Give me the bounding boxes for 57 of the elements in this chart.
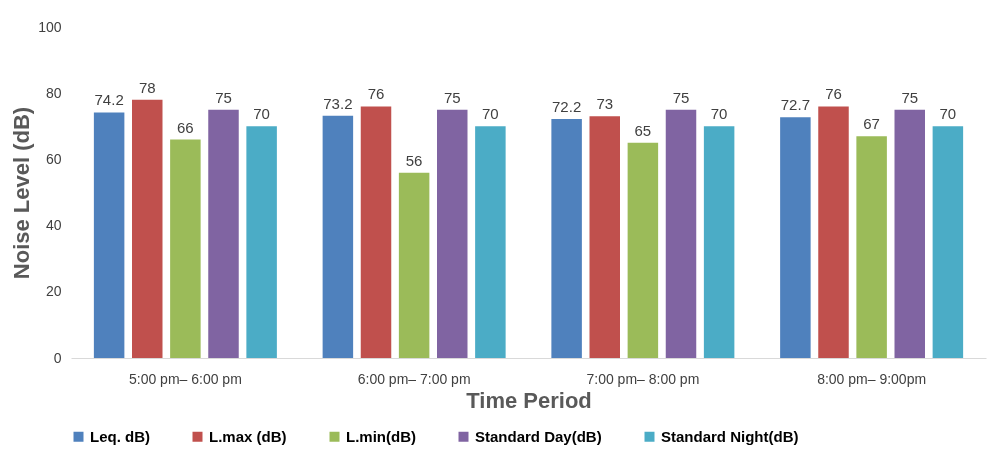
y-axis-title: Noise Level (dB) [9, 106, 35, 280]
y-tick-label: 0 [53, 349, 62, 366]
y-tick-label: 100 [38, 18, 62, 35]
data-label: 66 [177, 118, 194, 136]
bar [475, 126, 506, 358]
bar [856, 136, 887, 358]
bar [703, 126, 735, 358]
legend-label: Leq. dB) [90, 427, 150, 445]
data-label: 73.2 [323, 94, 353, 112]
data-label: 72.2 [552, 98, 582, 116]
bar [360, 106, 392, 358]
bar [437, 109, 468, 358]
y-tick-label: 20 [45, 283, 62, 300]
data-label: 56 [405, 151, 423, 169]
bar [627, 142, 659, 358]
y-tick-label: 80 [45, 84, 62, 101]
data-label: 65 [634, 121, 652, 139]
x-tick-label: 8:00 pm– 9:00pm [817, 370, 927, 387]
bar [894, 109, 925, 358]
legend-label: Standard Night(dB) [661, 427, 799, 445]
y-tick-label: 40 [45, 217, 62, 234]
data-label: 73 [596, 95, 614, 113]
bar [665, 109, 697, 358]
data-label: 76 [825, 85, 842, 103]
bar [132, 99, 163, 358]
data-label: 75 [215, 88, 232, 106]
data-label: 74.2 [94, 91, 124, 109]
x-tick-label: 6:00 pm– 7:00 pm [357, 370, 471, 387]
legend-label: L.max (dB) [209, 427, 287, 445]
data-label: 70 [482, 105, 499, 123]
bar [208, 109, 239, 358]
legend-label: Standard Day(dB) [475, 427, 602, 445]
data-label: 75 [443, 88, 461, 106]
x-tick-label: 7:00 pm– 8:00 pm [586, 370, 700, 387]
x-tick-label: 5:00 pm– 6:00 pm [128, 370, 242, 387]
bar [818, 106, 849, 358]
x-axis-title: Time Period [466, 387, 592, 413]
data-label: 70 [710, 105, 728, 123]
bar [93, 112, 125, 358]
data-label: 72.7 [780, 96, 810, 114]
bar [932, 126, 964, 358]
data-label: 70 [939, 105, 957, 123]
bar [170, 139, 201, 358]
bar [589, 116, 620, 358]
legend-label: L.min(dB) [346, 427, 416, 445]
data-label: 78 [138, 78, 156, 96]
y-tick-label: 60 [45, 150, 62, 167]
data-label: 75 [901, 88, 919, 106]
data-label: 76 [367, 85, 385, 103]
data-label: 70 [253, 105, 270, 123]
bar [322, 115, 354, 358]
data-label: 75 [672, 88, 690, 106]
bar [246, 126, 277, 358]
bar [780, 117, 811, 358]
bar [551, 119, 582, 358]
bar [398, 172, 430, 358]
data-label: 67 [863, 115, 880, 133]
